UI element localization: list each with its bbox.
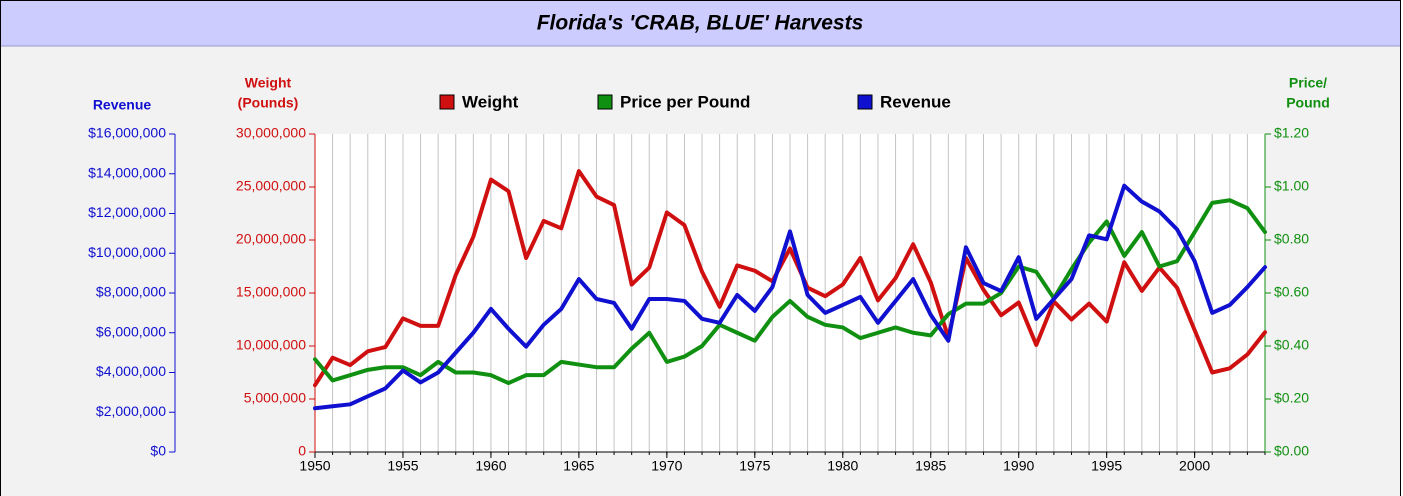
y2-tick-label: $1.00 <box>1274 178 1309 194</box>
y2-axis-title: Pound <box>1286 95 1330 111</box>
x-tick-label: 1960 <box>475 458 506 474</box>
x-tick-label: 1955 <box>387 458 418 474</box>
y3-axis-title: Revenue <box>93 97 152 113</box>
x-tick-label: 1975 <box>739 458 770 474</box>
x-tick-label: 2000 <box>1179 458 1210 474</box>
series-line <box>313 198 1267 386</box>
y3-tick-label: $0 <box>150 443 166 459</box>
y2-tick-label: $0.00 <box>1274 443 1309 459</box>
legend-swatch <box>439 94 455 110</box>
y-tick-label: 15,000,000 <box>236 284 306 300</box>
y-tick-label: 5,000,000 <box>244 390 306 406</box>
y3-tick-label: $4,000,000 <box>96 363 166 379</box>
y2-axis-title: Price/ <box>1289 75 1327 91</box>
title-bar <box>1 1 1400 46</box>
y-tick-label: 30,000,000 <box>236 125 306 141</box>
x-tick-label: 1990 <box>1003 458 1034 474</box>
chart-title: Florida's 'CRAB, BLUE' Harvests <box>537 12 864 35</box>
x-tick-label: 1965 <box>563 458 594 474</box>
y-axis-title: (Pounds) <box>238 95 299 111</box>
y3-tick-label: $8,000,000 <box>96 284 166 300</box>
x-tick-label: 1985 <box>915 458 946 474</box>
x-tick-label: 1980 <box>827 458 858 474</box>
y3-tick-label: $10,000,000 <box>88 244 166 260</box>
y-tick-label: 20,000,000 <box>236 231 306 247</box>
y-tick-label: 0 <box>298 443 306 459</box>
y3-tick-label: $2,000,000 <box>96 403 166 419</box>
legend-label: Weight <box>462 92 519 111</box>
x-tick-label: 1970 <box>651 458 682 474</box>
y3-tick-label: $6,000,000 <box>96 323 166 339</box>
legend-swatch <box>597 94 613 110</box>
y3-tick-label: $14,000,000 <box>88 164 166 180</box>
y-axis-title: Weight <box>245 75 292 91</box>
legend-label: Revenue <box>880 92 951 111</box>
series-line <box>313 169 1267 388</box>
x-tick-label: 1950 <box>299 458 330 474</box>
y3-tick-label: $16,000,000 <box>88 125 166 141</box>
y2-tick-label: $0.60 <box>1274 284 1309 300</box>
y-tick-label: 10,000,000 <box>236 337 306 353</box>
y-tick-label: 25,000,000 <box>236 178 306 194</box>
x-tick-label: 1995 <box>1091 458 1122 474</box>
series-line <box>313 183 1267 411</box>
y2-tick-label: $0.40 <box>1274 337 1309 353</box>
legend-label: Price per Pound <box>620 92 750 111</box>
y2-tick-label: $0.20 <box>1274 390 1309 406</box>
y2-tick-label: $0.80 <box>1274 231 1309 247</box>
y3-tick-label: $12,000,000 <box>88 204 166 220</box>
y2-tick-label: $1.20 <box>1274 125 1309 141</box>
legend-swatch <box>857 94 873 110</box>
